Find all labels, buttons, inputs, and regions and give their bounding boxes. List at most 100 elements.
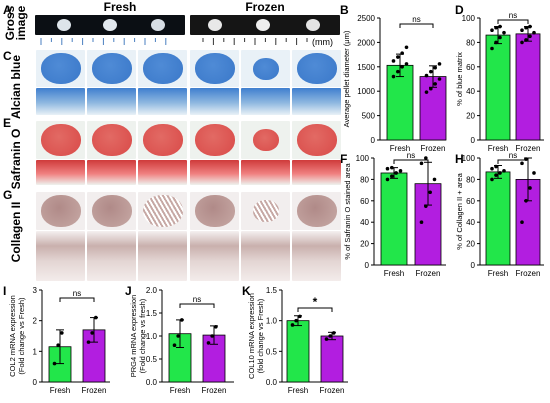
data-point — [419, 220, 424, 224]
alcian-high-mag-tile — [190, 88, 239, 115]
y-tick-label: 3 — [33, 286, 38, 295]
y-tick-label: 500 — [362, 112, 376, 121]
collagen-low-mag-tile — [87, 192, 136, 230]
y-axis-label-line: COL10 mRNA expression — [247, 293, 256, 379]
collagen-high-mag-tile — [190, 231, 239, 281]
data-point — [494, 25, 498, 30]
pellet-fresh-1 — [57, 19, 71, 31]
data-point — [298, 314, 302, 319]
safranin-low-mag-tile — [241, 121, 290, 159]
chart-b-pellet-diameter: 0 500 1000 1500 2000 2500 Average pellet diame… — [342, 14, 447, 153]
x-tick-label: Frozen — [516, 269, 541, 278]
bar-fresh — [380, 172, 408, 266]
row-label-gross: Gross image — [3, 0, 28, 51]
data-point — [394, 171, 398, 175]
data-point — [437, 77, 442, 81]
data-point — [502, 30, 506, 35]
x-tick-label: Frozen — [421, 144, 446, 153]
data-point — [210, 334, 214, 338]
y-axis-label-line: PRG4 mRNA expression — [129, 295, 138, 378]
y-tick-label: 0.5 — [146, 355, 158, 364]
safranin-high-mag-tile — [138, 160, 187, 185]
y-tick-label: 0.0 — [146, 378, 158, 387]
y-tick-label: 0 — [371, 136, 376, 145]
safranin-high-mag-tile — [292, 160, 341, 185]
significance-label: ns — [73, 289, 81, 298]
collagen-pellet-section — [194, 195, 235, 227]
x-tick-label: Fresh — [170, 386, 190, 395]
collagen-low-mag-tile — [292, 192, 341, 230]
y-tick-label: 1.0 — [146, 332, 158, 341]
pellet-frozen-2 — [256, 19, 270, 31]
data-point — [86, 340, 91, 344]
alcian-pellet-section — [252, 57, 279, 80]
y-tick-label: 1000 — [357, 87, 375, 96]
data-point — [490, 46, 494, 51]
data-point — [502, 169, 506, 173]
data-point — [176, 334, 180, 338]
data-point — [424, 204, 428, 208]
x-tick-label: Fresh — [390, 144, 410, 153]
y-tick-label: 0.0 — [266, 378, 278, 387]
row-label-collagen: Collagen II — [9, 201, 23, 263]
y-tick-label: 20 — [466, 240, 475, 249]
data-point — [398, 169, 403, 173]
alcian-low-mag-tile — [87, 50, 136, 87]
panel-label-g: G — [3, 188, 13, 202]
collagen-high-mag-tile — [241, 231, 290, 281]
data-point — [180, 318, 184, 322]
y-axis-label: COL10 mRNA expression(fold change vs Fre… — [247, 293, 265, 379]
y-tick-label: 1.0 — [266, 317, 278, 326]
collagen-low-mag-tile — [190, 192, 239, 230]
data-point — [428, 190, 432, 195]
significance-bracket — [399, 23, 434, 28]
y-tick-label: 40 — [360, 218, 369, 227]
data-point — [390, 165, 394, 170]
data-point — [520, 161, 524, 166]
panel-label-f: F — [340, 152, 348, 166]
data-point — [498, 35, 502, 40]
data-point — [528, 34, 532, 39]
data-point — [429, 86, 433, 91]
data-point — [206, 341, 211, 345]
y-axis-label-line: (Fold change vs Fresh) — [17, 297, 26, 375]
y-tick-label: 0 — [471, 261, 476, 270]
y-tick-label: 2.0 — [146, 286, 158, 295]
y-axis-label: Average pellet diameter (μm) — [342, 30, 351, 127]
data-point — [532, 30, 536, 35]
chart-f-safranin: 0 20 40 60 80 100 % of Safranin O stained area… — [343, 151, 446, 278]
data-point — [490, 166, 494, 171]
data-point — [520, 28, 524, 32]
y-axis-label-line: (Fold change vs fresh) — [138, 298, 147, 373]
bar-fresh — [485, 171, 511, 266]
y-tick-label: 20 — [360, 240, 369, 249]
collagen-pellet-section — [91, 195, 132, 227]
data-point — [498, 171, 502, 175]
data-point — [528, 186, 532, 190]
panel-label-e: E — [3, 116, 12, 130]
y-tick-label: 1 — [33, 347, 38, 356]
alcian-high-mag-tile — [36, 88, 85, 115]
gross-frozen-image — [190, 15, 340, 35]
data-point — [498, 24, 502, 29]
collagen-high-mag-tile — [138, 231, 187, 281]
alcian-high-mag-tile — [292, 88, 341, 115]
safranin-low-mag-tile — [36, 121, 85, 159]
pellet-fresh-3 — [151, 19, 165, 31]
bar-fresh — [485, 34, 511, 141]
data-point — [396, 55, 400, 59]
panel-label-k: K — [242, 284, 251, 298]
data-point — [404, 62, 409, 66]
panel-label-c: C — [3, 49, 12, 63]
pellet-fresh-2 — [103, 19, 117, 31]
data-point — [324, 337, 329, 341]
data-point — [433, 65, 437, 70]
row-label-alcian: Alcian blue — [9, 55, 23, 120]
alcian-high-mag-tile — [87, 88, 136, 115]
data-point — [433, 82, 437, 86]
significance-bracket — [179, 303, 215, 308]
data-point — [56, 343, 60, 347]
pellet-frozen-1 — [208, 19, 222, 31]
y-tick-label: 80 — [466, 175, 475, 184]
y-tick-label: 1500 — [357, 63, 375, 72]
